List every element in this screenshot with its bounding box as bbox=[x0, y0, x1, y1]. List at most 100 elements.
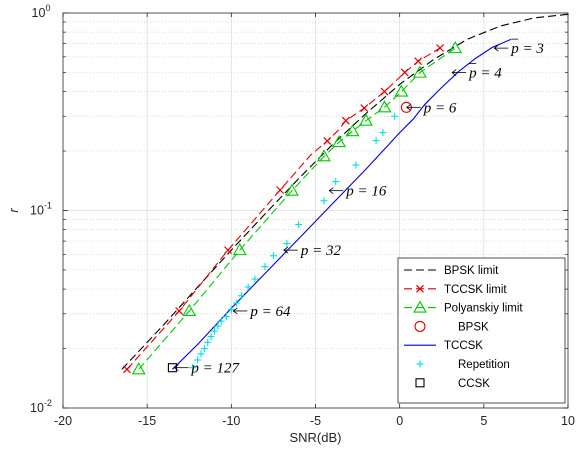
annotation: p = 6 bbox=[406, 100, 457, 116]
data-point bbox=[224, 246, 232, 255]
series-polyanskiy-limit bbox=[131, 41, 463, 375]
annotation: p = 4 bbox=[451, 63, 502, 82]
legend-entry: CCSK bbox=[415, 378, 490, 390]
legend-marker bbox=[416, 284, 424, 293]
data-point bbox=[345, 124, 360, 137]
annotation: p = 64 bbox=[232, 304, 291, 320]
annotations: p = 127 p = 64 p = 32 p = 16 p = 6 p = 4 p = 3 bbox=[173, 38, 544, 377]
x-axis-label: SNR(dB) bbox=[289, 430, 341, 445]
data-point bbox=[211, 327, 218, 335]
y-tick-exponent: -1 bbox=[44, 201, 52, 211]
x-tick-label: 5 bbox=[480, 414, 487, 428]
data-point bbox=[377, 100, 392, 113]
data-point bbox=[323, 137, 332, 145]
legend-entry: TCCSK limit bbox=[404, 284, 507, 296]
annotation-arrow-head bbox=[283, 246, 289, 254]
data-point bbox=[261, 263, 269, 271]
legend-label: TCCSK limit bbox=[444, 284, 507, 296]
series-line bbox=[138, 47, 456, 370]
annotation: p = 32 bbox=[283, 243, 342, 259]
data-point bbox=[276, 186, 285, 194]
data-point bbox=[251, 275, 259, 283]
legend-label: BPSK limit bbox=[444, 265, 499, 277]
x-tick-label: 0 bbox=[396, 414, 403, 428]
data-point bbox=[352, 161, 360, 169]
data-point bbox=[204, 338, 212, 346]
annotation-arrow-head bbox=[406, 103, 411, 111]
data-point bbox=[194, 356, 202, 364]
data-point bbox=[237, 292, 245, 300]
legend-label: Polyanskiy limit bbox=[444, 303, 523, 315]
data-point bbox=[269, 252, 277, 260]
x-mark-stroke bbox=[341, 116, 350, 125]
x-mark-stroke bbox=[400, 68, 409, 77]
x-tick-label: -20 bbox=[54, 414, 72, 428]
x-tick-label: -15 bbox=[138, 414, 156, 428]
legend-entry: BPSK limit bbox=[404, 265, 499, 277]
data-point bbox=[295, 220, 303, 228]
legend-entry: Polyanskiy limit bbox=[404, 300, 523, 315]
annotation-label: p = 4 bbox=[468, 66, 502, 82]
x-mark-stroke bbox=[436, 44, 444, 52]
annotation-arrow-head bbox=[451, 69, 457, 76]
annotation-label: p = 127 bbox=[190, 361, 240, 377]
legend-marker bbox=[413, 300, 427, 313]
data-point bbox=[414, 57, 423, 66]
data-point bbox=[372, 137, 380, 145]
annotation-arrow-head bbox=[173, 364, 179, 372]
data-point bbox=[214, 322, 222, 330]
data-point bbox=[197, 350, 205, 358]
data-point bbox=[200, 345, 208, 353]
series-tccsk-limit bbox=[123, 44, 444, 374]
data-point bbox=[123, 365, 131, 374]
legend-entry: BPSK bbox=[414, 320, 489, 333]
data-point bbox=[316, 149, 331, 162]
plot-frame bbox=[62, 12, 569, 409]
data-point bbox=[244, 283, 252, 291]
data-point bbox=[400, 68, 409, 77]
x-tick-label: -5 bbox=[310, 414, 321, 428]
data-point bbox=[332, 178, 340, 186]
data-point bbox=[394, 84, 409, 97]
legend-label: CCSK bbox=[458, 378, 490, 390]
annotation-label: p = 6 bbox=[423, 100, 457, 116]
x-mark-stroke bbox=[224, 246, 232, 255]
data-point bbox=[341, 116, 350, 125]
data-point bbox=[436, 44, 444, 52]
data-point bbox=[448, 41, 463, 54]
y-tick-exponent: -2 bbox=[44, 398, 52, 408]
series bbox=[121, 13, 569, 375]
series-line bbox=[172, 38, 512, 370]
data-point bbox=[359, 113, 373, 126]
series-repetition bbox=[189, 112, 399, 372]
x-mark-stroke bbox=[175, 307, 184, 315]
data-point bbox=[412, 65, 427, 78]
data-point bbox=[222, 313, 230, 321]
data-point bbox=[332, 134, 347, 148]
annotation-arrow-head bbox=[328, 187, 334, 194]
x-tick-label: 10 bbox=[561, 414, 575, 428]
legend-box bbox=[397, 257, 566, 404]
annotation-label: p = 32 bbox=[300, 243, 342, 259]
y-tick-label: 10-2 bbox=[30, 398, 52, 415]
annotation-label: p = 16 bbox=[345, 184, 387, 200]
y-tick-label: 10-1 bbox=[30, 201, 52, 218]
legend-marker bbox=[416, 360, 424, 368]
legend: BPSK limit TCCSK limit Polyanskiy limit BPS… bbox=[397, 257, 566, 404]
x-mark-stroke bbox=[323, 137, 332, 145]
y-axis-label: r bbox=[6, 208, 21, 213]
data-point bbox=[380, 87, 389, 96]
annotation-arrow-head bbox=[232, 307, 238, 315]
x-tick-label: -10 bbox=[222, 414, 240, 428]
annotation-label: p = 64 bbox=[249, 304, 291, 320]
series-tccsk bbox=[172, 38, 512, 370]
x-mark-stroke bbox=[416, 284, 424, 293]
annotation-label: p = 3 bbox=[510, 41, 544, 57]
x-mark-stroke bbox=[360, 104, 369, 113]
y-tick-base: 10 bbox=[30, 204, 44, 218]
y-tick-base: 10 bbox=[30, 401, 44, 415]
series-bpsk-limit bbox=[121, 13, 569, 370]
data-point bbox=[232, 299, 240, 307]
data-point bbox=[189, 364, 197, 372]
